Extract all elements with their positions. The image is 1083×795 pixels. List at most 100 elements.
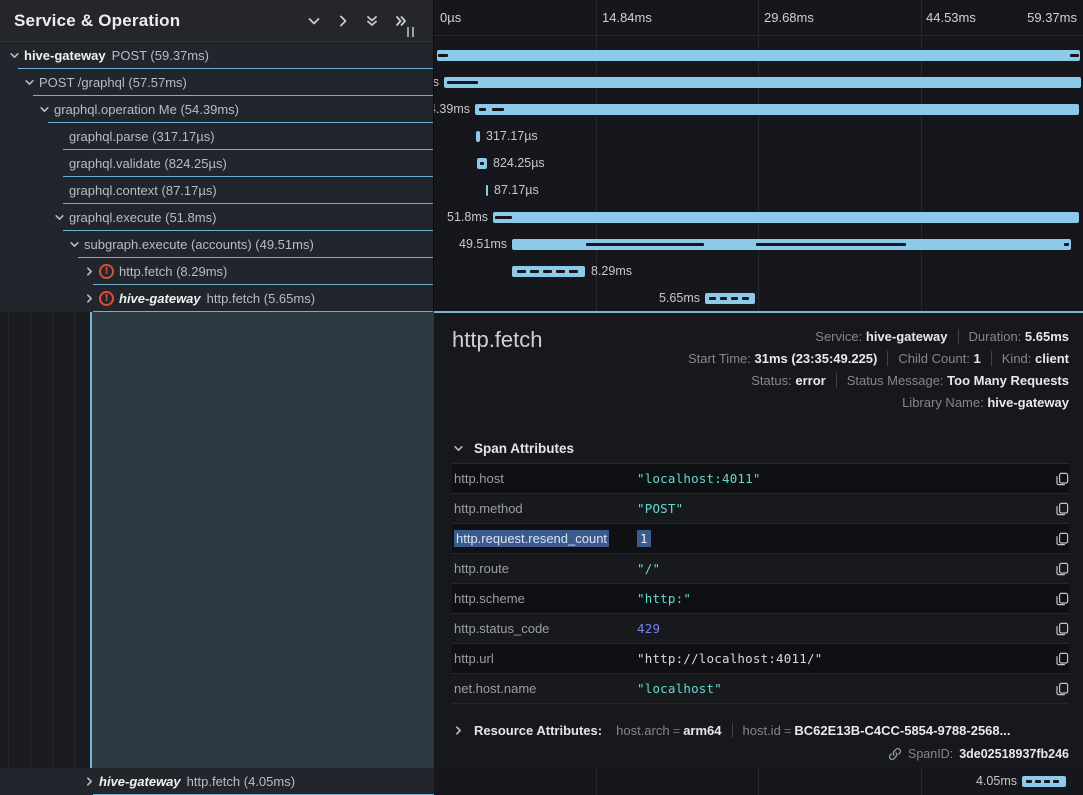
attribute-key: http.url [454,651,494,666]
span-attributes-header[interactable]: Span Attributes [452,441,574,456]
span-bar[interactable] [437,50,1080,61]
copy-icon[interactable] [1047,622,1069,636]
child-span-marker [1064,243,1069,246]
span-bar[interactable] [475,104,1079,115]
meta-item: Status Message: Too Many Requests [835,372,1069,388]
chevron-down-icon[interactable] [23,76,36,89]
attribute-row: http.host "localhost:4011" [452,464,1069,494]
attribute-row: http.request.resend_count 1 [452,524,1069,554]
span-duration-label: 49.51ms [459,237,507,251]
copy-icon[interactable] [1047,502,1069,516]
chevrons-down-icon[interactable] [364,13,380,29]
span-operation-label: POST /graphql (57.57ms) [39,75,187,90]
attribute-row: http.scheme "http:" [452,584,1069,614]
copy-icon[interactable] [1047,682,1069,696]
span-detail-panel: http.fetch Service: hive-gateway Duration… [434,311,1083,768]
panel-header: Service & Operation [0,0,433,42]
indent-guide [30,312,31,768]
ruler-tick: 59.37ms [1027,10,1077,25]
attribute-value: "http:" [637,591,692,606]
copy-icon[interactable] [1047,562,1069,576]
span-operation-label: graphql.validate (824.25µs) [69,156,227,171]
child-span-marker [530,270,539,273]
panel-resize-handle[interactable] [407,27,414,37]
tree-row[interactable]: graphql.execute (51.8ms) [0,204,433,231]
span-bar[interactable] [486,185,488,196]
chevron-right-icon[interactable] [83,265,96,278]
attribute-value: "localhost" [637,681,722,696]
child-span-marker [756,243,906,246]
child-span-marker [492,108,504,111]
tree-row[interactable]: graphql.operation Me (54.39ms) [0,96,433,123]
chevron-down-icon[interactable] [8,49,21,62]
attribute-key: http.method [454,501,523,516]
row-underline [63,203,433,204]
chevron-down-icon [452,442,465,455]
chevron-down-icon[interactable] [306,13,322,29]
equals-sign: = [672,722,681,738]
tree-row[interactable]: graphql.validate (824.25µs) [0,150,433,177]
timeline-row: 8.29ms [434,258,1083,285]
row-underline [93,311,433,312]
span-duration-label: 8.29ms [591,264,632,278]
child-span-marker [1070,54,1079,57]
chevron-down-icon[interactable] [53,211,66,224]
chevron-down-icon[interactable] [38,103,51,116]
child-span-marker [586,243,704,246]
meta-label: Duration: [968,328,1022,344]
span-duration-label: 57.57ms [434,75,439,89]
span-bar[interactable] [444,77,1081,88]
copy-icon[interactable] [1047,532,1069,546]
span-duration-label: 4.05ms [976,774,1017,788]
span-bar[interactable] [1022,776,1066,787]
meta-item: Library Name: hive-gateway [892,395,1069,410]
span-meta: Service: hive-gateway Duration: 5.65ms Sta… [678,325,1069,413]
resource-attributes-title: Resource Attributes: [474,722,603,738]
copy-icon[interactable] [1047,472,1069,486]
gridline [758,0,759,312]
span-bar[interactable] [512,266,585,277]
timeline-row: 5.65ms [434,285,1083,312]
attribute-value: 1 [637,530,1047,547]
resource-attributes-row[interactable]: Resource Attributes: host.arch = arm64 host… [452,715,1069,745]
span-operation-label: http.fetch (8.29ms) [119,264,228,279]
copy-icon[interactable] [1047,592,1069,606]
panel-toolbar [306,13,433,29]
chevron-right-icon[interactable] [83,775,96,788]
copy-icon[interactable] [1047,652,1069,666]
meta-item: Duration: 5.65ms [957,328,1069,344]
span-bar[interactable] [493,212,1079,223]
chevron-down-icon[interactable] [68,238,81,251]
meta-value: hive-gateway [865,328,948,344]
service-name: hive-gateway [99,774,181,789]
attribute-value: "/" [637,561,661,576]
tree-row[interactable]: subgraph.execute (accounts) (49.51ms) [0,231,433,258]
span-operation-label: graphql.execute (51.8ms) [69,210,217,225]
tree-row[interactable]: POST /graphql (57.57ms) [0,69,433,96]
tree-row[interactable]: ! hive-gateway http.fetch (5.65ms) [0,285,433,312]
service-name: hive-gateway [119,291,201,306]
span-bar[interactable] [512,239,1071,250]
gridline [758,768,759,795]
row-underline [78,257,433,258]
meta-line: Status: error Status Message: Too Many Re… [678,369,1069,391]
attribute-value: "POST" [637,501,684,516]
chevron-right-icon[interactable] [335,13,351,29]
tree-row[interactable]: hive-gateway http.fetch (4.05ms) [0,768,434,795]
attribute-key: http.host [454,471,504,486]
chevron-right-icon[interactable] [83,292,96,305]
span-bar[interactable] [705,293,755,304]
span-bar[interactable] [477,158,487,169]
meta-value: hive-gateway [987,394,1069,410]
ruler-tick: 14.84ms [602,10,652,25]
span-bar[interactable] [476,131,480,142]
tree-row[interactable]: graphql.parse (317.17µs) [0,123,433,150]
tree-row[interactable]: graphql.context (87.17µs) [0,177,433,204]
meta-value: 5.65ms [1024,328,1069,344]
tree-row[interactable]: hive-gateway POST (59.37ms) [0,42,433,69]
child-span-marker [720,297,727,300]
chevrons-right-icon[interactable] [393,13,409,29]
meta-value: 31ms (23:35:49.225) [754,350,878,366]
tree-row[interactable]: ! http.fetch (8.29ms) [0,258,433,285]
link-icon[interactable] [888,747,902,761]
